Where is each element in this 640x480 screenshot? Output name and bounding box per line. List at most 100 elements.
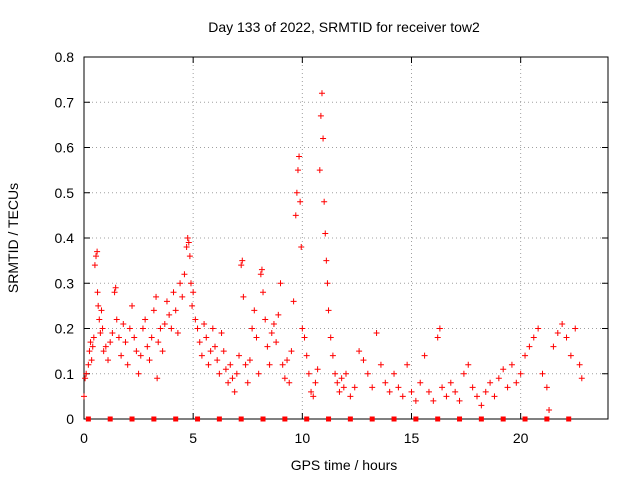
data-point xyxy=(321,198,328,205)
data-point xyxy=(105,357,112,364)
data-point xyxy=(239,257,246,264)
data-point xyxy=(336,388,343,395)
data-point xyxy=(399,393,406,400)
data-point xyxy=(292,212,299,219)
data-point xyxy=(102,343,109,350)
y-tick-label: 0.1 xyxy=(55,366,75,382)
data-point xyxy=(293,189,300,196)
data-point xyxy=(563,334,570,341)
data-point xyxy=(443,393,450,400)
data-point xyxy=(231,388,238,395)
data-point xyxy=(308,388,315,395)
data-point xyxy=(157,325,164,332)
data-point xyxy=(356,348,363,355)
data-point xyxy=(187,280,194,287)
data-point xyxy=(87,339,94,346)
y-axis-label: SRMTID / TECUs xyxy=(5,183,21,293)
x-tick-labels: 0 5 10 15 20 xyxy=(80,430,529,446)
data-point xyxy=(222,366,229,373)
zero-marker xyxy=(413,416,419,422)
data-point xyxy=(482,388,489,395)
data-point xyxy=(124,361,131,368)
data-point xyxy=(196,339,203,346)
zero-marker xyxy=(435,416,441,422)
data-point xyxy=(500,366,507,373)
zero-marker xyxy=(85,416,91,422)
data-point xyxy=(324,280,331,287)
zero-marker xyxy=(173,416,179,422)
data-point xyxy=(439,384,446,391)
data-point xyxy=(578,375,585,382)
data-point xyxy=(220,348,227,355)
data-point xyxy=(94,248,101,255)
data-point xyxy=(535,325,542,332)
data-point xyxy=(112,284,119,291)
zero-marker xyxy=(457,416,463,422)
data-point xyxy=(242,361,249,368)
data-point xyxy=(100,348,107,355)
x-tick-label: 5 xyxy=(189,430,197,446)
data-point xyxy=(113,316,120,323)
data-point xyxy=(144,343,151,350)
data-point xyxy=(236,352,243,359)
data-point xyxy=(377,361,384,368)
data-point xyxy=(526,343,533,350)
data-point xyxy=(98,307,105,314)
data-point xyxy=(301,334,308,341)
data-point xyxy=(154,375,161,382)
data-point xyxy=(233,370,240,377)
y-tick-labels: 0 0.1 0.2 0.3 0.4 0.5 0.6 0.7 0.8 xyxy=(55,49,75,427)
data-point xyxy=(120,320,127,327)
data-point xyxy=(240,293,247,300)
data-point xyxy=(425,388,432,395)
data-point xyxy=(460,370,467,377)
y-tick-label: 0.5 xyxy=(55,185,75,201)
data-point xyxy=(322,230,329,237)
grid-lines xyxy=(84,57,608,419)
data-point xyxy=(266,361,273,368)
data-point xyxy=(122,339,129,346)
data-point xyxy=(166,311,173,318)
data-point xyxy=(227,361,234,368)
data-point xyxy=(495,375,502,382)
data-point xyxy=(209,325,216,332)
data-point xyxy=(351,384,358,391)
data-point xyxy=(201,320,208,327)
data-point xyxy=(323,257,330,264)
data-point xyxy=(360,357,367,364)
data-point xyxy=(275,311,282,318)
data-point xyxy=(109,330,116,337)
data-point xyxy=(310,393,317,400)
data-point xyxy=(270,320,277,327)
data-point xyxy=(340,384,347,391)
data-point xyxy=(190,289,197,296)
data-point xyxy=(465,361,472,368)
plot-frame xyxy=(83,56,609,420)
data-point xyxy=(517,370,524,377)
y-tick-label: 0.3 xyxy=(55,275,75,291)
data-point xyxy=(513,379,520,386)
zero-marker xyxy=(369,416,375,422)
zero-marker xyxy=(326,416,332,422)
zero-marker xyxy=(216,416,222,422)
data-point xyxy=(576,361,583,368)
zero-marker xyxy=(195,416,201,422)
data-point xyxy=(421,352,428,359)
data-point xyxy=(522,352,529,359)
data-point xyxy=(559,320,566,327)
data-point xyxy=(85,361,92,368)
data-point xyxy=(89,343,96,350)
data-point xyxy=(207,348,214,355)
data-point xyxy=(434,334,441,341)
data-point xyxy=(90,334,97,341)
data-point xyxy=(111,289,118,296)
data-point xyxy=(225,379,232,386)
data-points xyxy=(81,90,585,413)
data-point xyxy=(194,325,201,332)
data-point xyxy=(395,384,402,391)
data-point xyxy=(290,298,297,305)
data-point xyxy=(273,339,280,346)
data-point xyxy=(88,357,95,364)
data-point xyxy=(268,330,275,337)
